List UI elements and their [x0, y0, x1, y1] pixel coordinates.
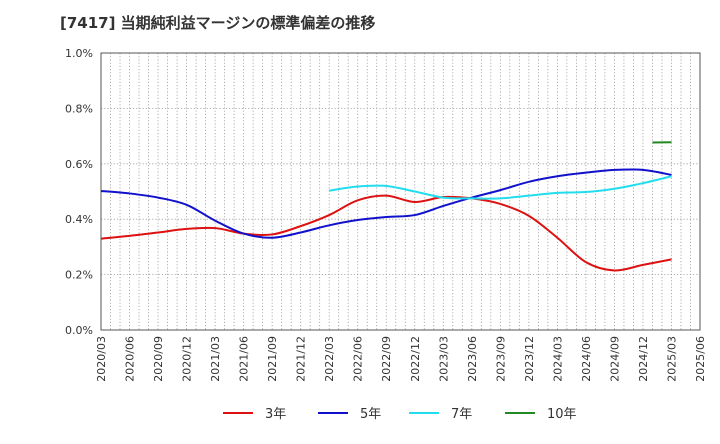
x-tick-label: 2020/06	[124, 336, 137, 382]
x-tick-label: 2022/06	[352, 336, 365, 382]
legend-label: 10年	[547, 407, 577, 422]
y-tick-label: 0.2%	[65, 269, 93, 282]
x-tick-label: 2022/09	[380, 336, 393, 382]
x-tick-label: 2021/12	[295, 336, 308, 382]
x-tick-label: 2021/03	[209, 336, 222, 382]
x-tick-label: 2024/06	[580, 336, 593, 382]
x-tick-label: 2025/03	[665, 336, 678, 382]
x-tick-label: 2023/06	[466, 336, 479, 382]
legend-label: 3年	[265, 407, 286, 422]
x-tick-label: 2020/12	[181, 336, 194, 382]
x-tick-label: 2021/09	[266, 336, 279, 382]
x-tick-label: 2020/03	[95, 336, 108, 382]
x-tick-label: 2023/09	[494, 336, 507, 382]
x-tick-label: 2022/03	[323, 336, 336, 382]
x-tick-label: 2024/09	[608, 336, 621, 382]
x-tick-label: 2023/03	[437, 336, 450, 382]
x-tick-label: 2022/12	[409, 336, 422, 382]
x-tick-label: 2025/06	[694, 336, 707, 382]
x-tick-label: 2024/12	[637, 336, 650, 382]
legend-label: 7年	[451, 407, 472, 422]
x-tick-label: 2021/06	[238, 336, 251, 382]
legend-label: 5年	[360, 407, 381, 422]
y-tick-label: 0.0%	[65, 324, 93, 337]
y-tick-label: 0.4%	[65, 213, 93, 226]
x-tick-label: 2020/09	[152, 336, 165, 382]
x-tick-label: 2024/03	[551, 336, 564, 382]
plot-area	[101, 53, 700, 330]
x-tick-label: 2023/12	[523, 336, 536, 382]
y-tick-label: 0.8%	[65, 102, 93, 115]
y-tick-label: 1.0%	[65, 47, 93, 60]
y-tick-label: 0.6%	[65, 158, 93, 171]
chart-title: [7417] 当期純利益マージンの標準偏差の推移	[60, 12, 375, 33]
legend: 3年 5年 7年 10年	[223, 407, 577, 422]
